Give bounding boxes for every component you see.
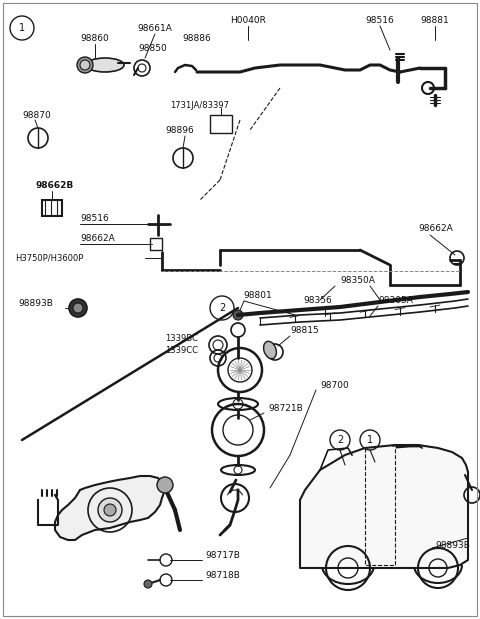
Text: 98886: 98886 xyxy=(182,33,211,43)
Circle shape xyxy=(144,580,152,588)
Text: 98870: 98870 xyxy=(22,111,51,119)
Text: 98893B: 98893B xyxy=(435,540,470,550)
Text: 98516: 98516 xyxy=(366,15,395,25)
Text: 98661A: 98661A xyxy=(138,24,172,33)
Circle shape xyxy=(157,477,173,493)
Text: 1731JA/83397: 1731JA/83397 xyxy=(170,100,229,110)
Text: 98718B: 98718B xyxy=(205,571,240,579)
Circle shape xyxy=(77,57,93,73)
Text: 98305A: 98305A xyxy=(378,295,413,305)
Polygon shape xyxy=(300,445,468,568)
Circle shape xyxy=(138,64,146,72)
Text: 98662A: 98662A xyxy=(418,223,453,233)
Text: 98717B: 98717B xyxy=(205,550,240,560)
Circle shape xyxy=(98,498,122,522)
Text: 2: 2 xyxy=(337,435,343,445)
Text: 98896: 98896 xyxy=(166,126,194,134)
Circle shape xyxy=(69,299,87,317)
Ellipse shape xyxy=(264,341,276,358)
Text: 2: 2 xyxy=(219,303,225,313)
Text: 98356: 98356 xyxy=(304,295,332,305)
Text: 98721B: 98721B xyxy=(268,404,303,412)
Text: 98860: 98860 xyxy=(81,33,109,43)
Circle shape xyxy=(104,504,116,516)
Circle shape xyxy=(80,60,90,70)
Text: 1: 1 xyxy=(367,435,373,445)
Text: 98350A: 98350A xyxy=(341,275,375,285)
Circle shape xyxy=(73,303,83,313)
Ellipse shape xyxy=(86,58,124,72)
Text: 98893B: 98893B xyxy=(18,298,53,308)
Text: H3750P/H3600P: H3750P/H3600P xyxy=(15,254,84,262)
Text: 1339BC: 1339BC xyxy=(165,334,198,342)
Text: 98801: 98801 xyxy=(244,290,272,300)
Text: 98700: 98700 xyxy=(320,381,349,389)
Text: 1: 1 xyxy=(19,23,25,33)
Text: 1339CC: 1339CC xyxy=(165,345,198,355)
Text: 98662B: 98662B xyxy=(35,181,73,189)
Text: 98815: 98815 xyxy=(290,326,319,334)
Text: 98516: 98516 xyxy=(80,214,109,222)
Polygon shape xyxy=(55,476,165,540)
Circle shape xyxy=(233,310,243,320)
Text: 98662A: 98662A xyxy=(80,233,115,243)
Text: 98881: 98881 xyxy=(420,15,449,25)
Text: 98850: 98850 xyxy=(138,43,167,53)
Text: H0040R: H0040R xyxy=(230,15,266,25)
